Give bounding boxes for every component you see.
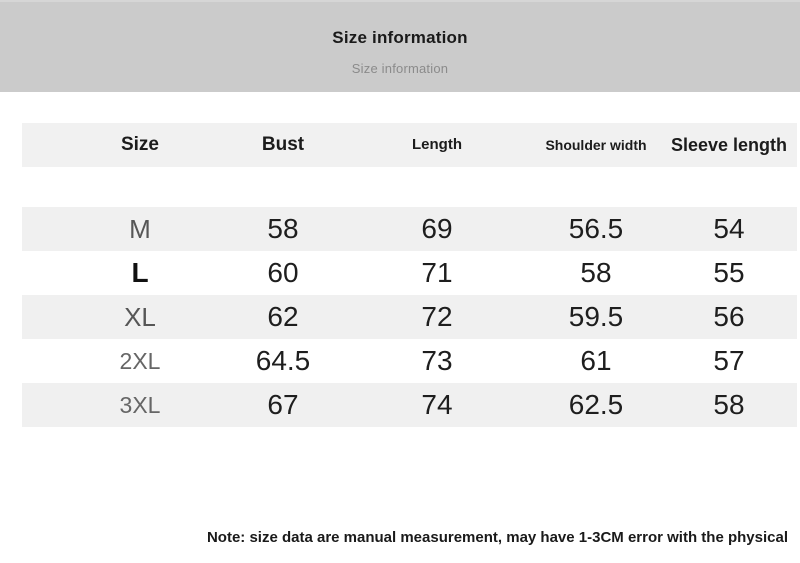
bust-value: 64.5 bbox=[255, 345, 311, 376]
length-value: 74 bbox=[421, 389, 453, 420]
sleeve-length-value: 54 bbox=[713, 213, 745, 244]
shoulder-width-value: 61 bbox=[580, 345, 612, 376]
table-row: L 60 71 58 55 bbox=[22, 251, 797, 295]
length-value: 71 bbox=[421, 257, 453, 288]
sleeve-length-value: 57 bbox=[713, 345, 745, 376]
length-value: 72 bbox=[421, 301, 453, 332]
table-row: 2XL 64.5 73 61 57 bbox=[22, 339, 797, 383]
size-label: XL bbox=[124, 302, 156, 332]
column-header-sleeve-length: Sleeve length bbox=[670, 135, 788, 155]
page-title: Size information bbox=[332, 28, 468, 47]
shoulder-width-value: 62.5 bbox=[568, 389, 624, 420]
column-header-shoulder-width: Shoulder width bbox=[545, 137, 647, 153]
shoulder-width-value: 58 bbox=[580, 257, 612, 288]
shoulder-width-value: 56.5 bbox=[568, 213, 624, 244]
length-value: 73 bbox=[421, 345, 453, 376]
column-header-bust: Bust bbox=[261, 134, 305, 155]
table-row: 3XL 67 74 62.5 58 bbox=[22, 383, 797, 427]
bust-value: 58 bbox=[267, 213, 299, 244]
measurement-note: Note: size data are manual measurement, … bbox=[206, 529, 788, 546]
bust-value: 62 bbox=[267, 301, 299, 332]
size-label: 3XL bbox=[119, 392, 161, 418]
size-label: M bbox=[129, 214, 151, 244]
page-subtitle: Size information bbox=[351, 61, 449, 76]
sleeve-length-value: 58 bbox=[713, 389, 745, 420]
shoulder-width-value: 59.5 bbox=[568, 301, 624, 332]
bust-value: 67 bbox=[267, 389, 299, 420]
column-header-size: Size bbox=[120, 134, 160, 155]
sleeve-length-value: 56 bbox=[713, 301, 745, 332]
sleeve-length-value: 55 bbox=[713, 257, 745, 288]
title-banner: Size information Size information bbox=[0, 0, 800, 92]
column-header-length: Length bbox=[412, 136, 462, 153]
table-header-row: Size Bust Length Shoulder width Sleeve l… bbox=[22, 123, 797, 167]
size-label: L bbox=[131, 257, 149, 288]
table-row: XL 62 72 59.5 56 bbox=[22, 295, 797, 339]
length-value: 69 bbox=[421, 213, 453, 244]
size-label: 2XL bbox=[119, 348, 161, 374]
table-row: M 58 69 56.5 54 bbox=[22, 207, 797, 251]
bust-value: 60 bbox=[267, 257, 299, 288]
